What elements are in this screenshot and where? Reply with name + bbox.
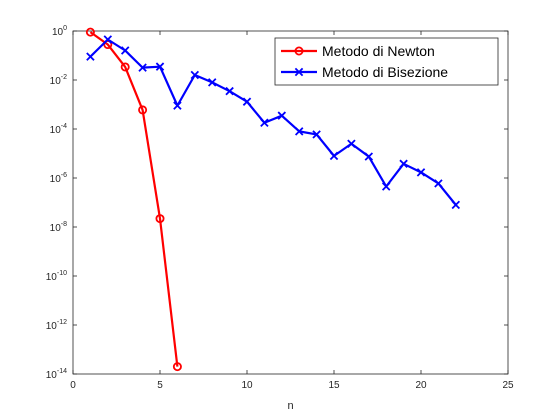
data-point: [172, 362, 182, 372]
data-point: [260, 118, 269, 127]
x-axis-label: n: [287, 400, 293, 412]
y-tick-label: 10-10: [46, 270, 67, 283]
y-tick-label: 10-8: [50, 221, 67, 234]
series-line: [89, 38, 457, 206]
data-point: [85, 27, 95, 37]
data-point: [190, 70, 200, 80]
data-point: [207, 78, 217, 87]
y-tick-label: 10-2: [50, 74, 67, 87]
data-point: [225, 86, 234, 96]
data-point: [173, 101, 182, 110]
legend-box: [274, 37, 499, 86]
legend-label: Metodo di Bisezione: [322, 64, 448, 80]
y-tick-label: 10-6: [50, 172, 67, 185]
y-tick-label: 10-12: [46, 319, 67, 332]
data-point: [103, 35, 113, 44]
data-point: [451, 200, 461, 210]
plot-area: 0 5 10 15 20 25 10-1410-1210-1010-810-610-410…: [46, 25, 514, 391]
x-axis-ticks: 0 5 10 15 20 25: [70, 31, 514, 391]
data-point: [277, 111, 287, 120]
data-point: [138, 105, 148, 115]
data-point: [364, 152, 374, 161]
series-layer: [85, 27, 461, 372]
y-tick-label: 100: [52, 25, 67, 38]
data-point: [312, 130, 321, 139]
data-point: [416, 168, 426, 177]
series-bisezione: [86, 35, 461, 210]
legend-item: Metodo di Newton: [281, 43, 435, 59]
data-point: [155, 214, 165, 224]
data-point: [399, 159, 408, 169]
x-tick-label: 10: [241, 380, 253, 391]
data-point: [138, 63, 147, 72]
data-point: [120, 46, 130, 55]
x-tick-label: 25: [502, 380, 514, 391]
legend-item: Metodo di Bisezione: [281, 64, 448, 80]
data-point: [434, 179, 443, 188]
legend-label: Metodo di Newton: [322, 43, 435, 59]
x-tick-label: 0: [70, 380, 76, 391]
y-tick-label: 10-14: [46, 368, 67, 381]
y-tick-label: 10-4: [50, 123, 67, 136]
data-point: [86, 52, 95, 61]
data-point: [329, 151, 339, 161]
legend: Metodo di Newton Metodo di Bisezione: [274, 37, 499, 86]
data-point: [120, 62, 130, 72]
data-point: [347, 139, 356, 148]
x-tick-label: 20: [415, 380, 427, 391]
x-tick-label: 5: [157, 380, 163, 391]
y-axis-ticks: 10-14 10-12 10-10 10-8 10-6 10-4 10-2 100: [46, 25, 508, 381]
data-point: [242, 97, 252, 106]
data-point: [294, 127, 304, 136]
data-point: [155, 62, 165, 71]
axes-box: [72, 30, 509, 375]
x-tick-label: 15: [328, 380, 340, 391]
legend-marker: [294, 46, 304, 56]
legend-marker: [294, 67, 304, 77]
data-point: [381, 182, 391, 191]
